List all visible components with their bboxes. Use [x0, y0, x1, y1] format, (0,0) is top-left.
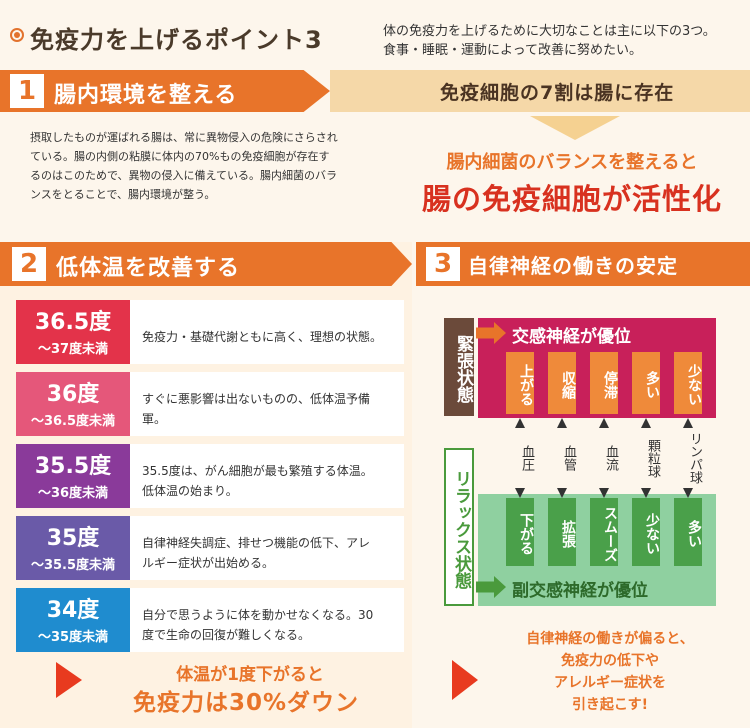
section1-number: 1 — [10, 74, 44, 108]
down-arrow-icon — [641, 488, 651, 498]
sympathetic-effect: 少ない — [674, 352, 702, 414]
tense-state-label: 緊張状態 — [444, 318, 474, 416]
nerve-target-label: 顆粒球 — [645, 438, 660, 478]
section2-number: 2 — [12, 247, 46, 281]
nerve-target-label: 血管 — [561, 445, 576, 471]
section3-footer: 自律神経の働きが偏ると、 免疫力の低下や アレルギー症状を 引き起こす! — [526, 631, 694, 713]
temperature-label: 36度〜36.5度未満 — [16, 372, 130, 436]
parasympathetic-effect: 下がる — [506, 498, 534, 566]
sympathetic-title: 交感神経が優位 — [512, 327, 631, 347]
page-intro: 体の免疫力を上げるために大切なことは主に以下の3つ。 食事・睡眠・運動によって改… — [383, 24, 716, 58]
temperature-label: 35度〜35.5度未満 — [16, 516, 130, 580]
section1-headline: 免疫細胞の7割は腸に存在 — [440, 82, 675, 104]
temperature-label: 34度〜35度未満 — [16, 588, 130, 652]
parasympathetic-effect: 拡張 — [548, 498, 576, 566]
page-header: 免疫力を上げるポイント3 体の免疫力を上げるために大切なことは主に以下の3つ。 … — [0, 0, 750, 62]
up-arrow-icon — [557, 418, 567, 428]
parasympathetic-effect: 多い — [674, 498, 702, 566]
temperature-value: 36度 — [46, 382, 100, 407]
down-arrow-icon — [683, 488, 693, 498]
parasympathetic-effect: 少ない — [632, 498, 660, 566]
nerve-target-label: 血圧 — [519, 445, 534, 471]
temperature-row: 34度 〜35度未満 自分で思うように体を動かせなくなる。30 度で生命の回復が難しく… — [16, 588, 404, 652]
temperature-range: 〜36.5度未満 — [30, 414, 116, 429]
temperature-row: 36.5度 〜37度未満 免疫力・基礎代謝ともに高く、理想の状態。 — [16, 300, 404, 364]
parasympathetic-title: 副交感神経が優位 — [512, 581, 648, 601]
temperature-description: すぐに悪影響は出ないものの、低体温予備 軍。 — [130, 372, 404, 436]
section2-footer-line1: 体温が1度下がると — [176, 665, 324, 685]
section1-result-big: 腸の免疫細胞が活性化 — [421, 182, 722, 216]
temperature-row: 36度〜36.5度未満 すぐに悪影響は出ないものの、低体温予備 軍。 — [16, 372, 404, 436]
section3-number: 3 — [426, 247, 460, 281]
temperature-range: 〜37度未満 — [37, 342, 109, 357]
temperature-description: 自分で思うように体を動かせなくなる。30 度で生命の回復が難しくなる。 — [130, 588, 404, 652]
temperature-label: 36.5度〜37度未満 — [16, 300, 130, 364]
temperature-label: 35.5度〜36度未満 — [16, 444, 130, 508]
section2-title: 低体温を改善する — [56, 256, 241, 281]
temperature-value: 36.5度 — [34, 310, 112, 335]
bullet-icon — [10, 28, 24, 42]
temperature-value: 34度 — [46, 598, 100, 623]
temperature-description: 35.5度は、がん細胞が最も繁殖する体温。 低体温の始まり。 — [130, 444, 404, 508]
temperature-value: 35.5度 — [34, 454, 112, 479]
up-arrow-icon — [515, 418, 525, 428]
parasympathetic-effect: スムーズ — [590, 498, 618, 566]
sympathetic-effect: 収縮 — [548, 352, 576, 414]
section3-title: 自律神経の働きの安定 — [468, 254, 678, 278]
section3-header: 3 自律神経の働きの安定 — [416, 242, 750, 286]
section2-footer-line2: 免疫力は30%ダウン — [132, 690, 360, 716]
temperature-range: 〜35.5度未満 — [30, 558, 116, 573]
section1-result-top: 腸内細菌のバランスを整えると — [446, 152, 698, 173]
temperature-description: 自律神経失調症、排せつ機能の低下、アレ ルギー症状が出始める。 — [130, 516, 404, 580]
up-arrow-icon — [641, 418, 651, 428]
sympathetic-effect: 多い — [632, 352, 660, 414]
temperature-range: 〜35度未満 — [37, 630, 109, 645]
up-arrow-icon — [683, 418, 693, 428]
section1-body: 摂取したものが運ばれる腸は、常に異物侵入の危険にさらされ ている。腸の内側の粘膜… — [30, 131, 338, 201]
down-arrow-icon — [599, 488, 609, 498]
down-arrow-icon — [557, 488, 567, 498]
section1-title: 腸内環境を整える — [54, 83, 238, 108]
section1-header: 1 腸内環境を整える 免疫細胞の7割は腸に存在 — [0, 70, 750, 112]
up-arrow-icon — [599, 418, 609, 428]
right-arrow-icon — [476, 576, 506, 598]
page-title: 免疫力を上げるポイント3 — [30, 26, 323, 54]
right-arrow-icon — [476, 322, 506, 344]
down-arrow-icon — [515, 488, 525, 498]
down-chevron-icon — [530, 116, 620, 140]
nerve-target-label: 血流 — [603, 445, 618, 471]
sympathetic-effect: 上がる — [506, 352, 534, 414]
section2-header: 2 低体温を改善する — [0, 242, 412, 286]
temperature-range: 〜36度未満 — [37, 486, 109, 501]
temperature-row: 35度〜35.5度未満 自律神経失調症、排せつ機能の低下、アレ ルギー症状が出始める… — [16, 516, 404, 580]
nerve-target-label: リンパ球 — [687, 432, 702, 484]
sympathetic-effect: 停滞 — [590, 352, 618, 414]
temperature-value: 35度 — [46, 526, 100, 551]
temperature-description: 免疫力・基礎代謝ともに高く、理想の状態。 — [130, 300, 404, 364]
temperature-row: 35.5度 〜36度未満 35.5度は、がん細胞が最も繁殖する体温。 低体温の始まり。 — [16, 444, 404, 508]
relax-state-label: リラックス状態 — [444, 448, 474, 606]
